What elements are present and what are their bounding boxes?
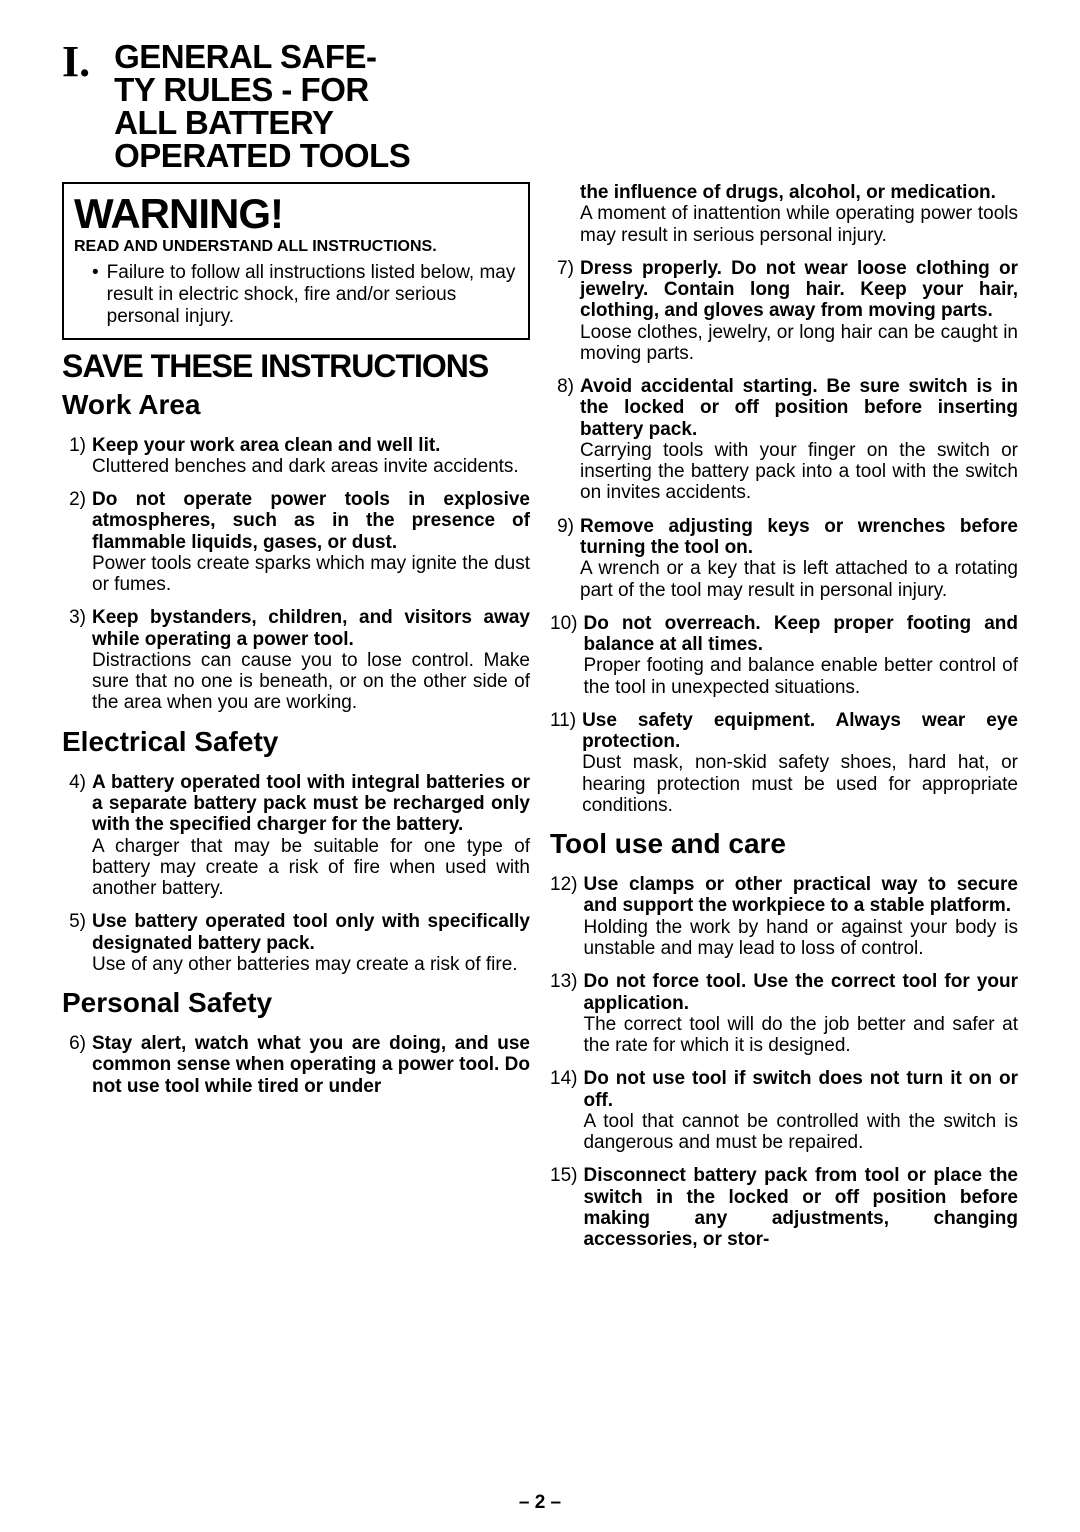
subsection-tool-use: Tool use and care [550, 828, 1018, 860]
warning-bullet: • Failure to follow all instructions lis… [74, 262, 518, 328]
rule-14: 14) Do not use tool if switch does not t… [550, 1068, 1018, 1153]
save-instructions: SAVE THESE INSTRUCTIONS [62, 348, 530, 385]
rule-6-continued: the influence of drugs, alcohol, or medi… [550, 182, 1018, 246]
rule-7: 7) Dress properly. Do not wear loose clo… [550, 258, 1018, 364]
rule-13: 13) Do not force tool. Use the correct t… [550, 971, 1018, 1056]
warning-bullet-text: Failure to follow all instructions liste… [107, 262, 518, 328]
rule-8: 8) Avoid accidental starting. Be sure sw… [550, 376, 1018, 504]
subsection-personal: Personal Safety [62, 987, 530, 1019]
rule-3: 3) Keep bystanders, children, and visito… [62, 607, 530, 713]
section-numeral: I. [62, 40, 90, 84]
rule-12: 12) Use clamps or other practical way to… [550, 874, 1018, 959]
rule-6: 6) Stay alert, watch what you are doing,… [62, 1033, 530, 1097]
warning-title: WARNING! [74, 190, 518, 238]
left-column: WARNING! READ AND UNDERSTAND ALL INSTRUC… [62, 182, 530, 1250]
rule-5: 5) Use battery operated tool only with s… [62, 911, 530, 975]
rule-1: 1) Keep your work area clean and well li… [62, 435, 530, 478]
rule-2: 2) Do not operate power tools in explosi… [62, 489, 530, 595]
subsection-electrical: Electrical Safety [62, 726, 530, 758]
warning-box: WARNING! READ AND UNDERSTAND ALL INSTRUC… [62, 182, 530, 340]
rule-11: 11) Use safety equipment. Always wear ey… [550, 710, 1018, 816]
section-title: GENERAL SAFE- TY RULES - FOR ALL BATTERY… [114, 40, 410, 172]
rule-4: 4) A battery operated tool with integral… [62, 772, 530, 900]
rule-15: 15) Disconnect battery pack from tool or… [550, 1165, 1018, 1250]
body-columns: WARNING! READ AND UNDERSTAND ALL INSTRUC… [62, 182, 1018, 1250]
section-header: I. GENERAL SAFE- TY RULES - FOR ALL BATT… [62, 40, 1018, 172]
rule-9: 9) Remove adjusting keys or wrenches bef… [550, 516, 1018, 601]
right-column: the influence of drugs, alcohol, or medi… [550, 182, 1018, 1250]
bullet-icon: • [92, 262, 99, 328]
warning-subtitle: READ AND UNDERSTAND ALL INSTRUCTIONS. [74, 238, 518, 256]
subsection-work-area: Work Area [62, 389, 530, 421]
page-number: – 2 – [0, 1492, 1080, 1514]
rule-10: 10) Do not overreach. Keep proper footin… [550, 613, 1018, 698]
